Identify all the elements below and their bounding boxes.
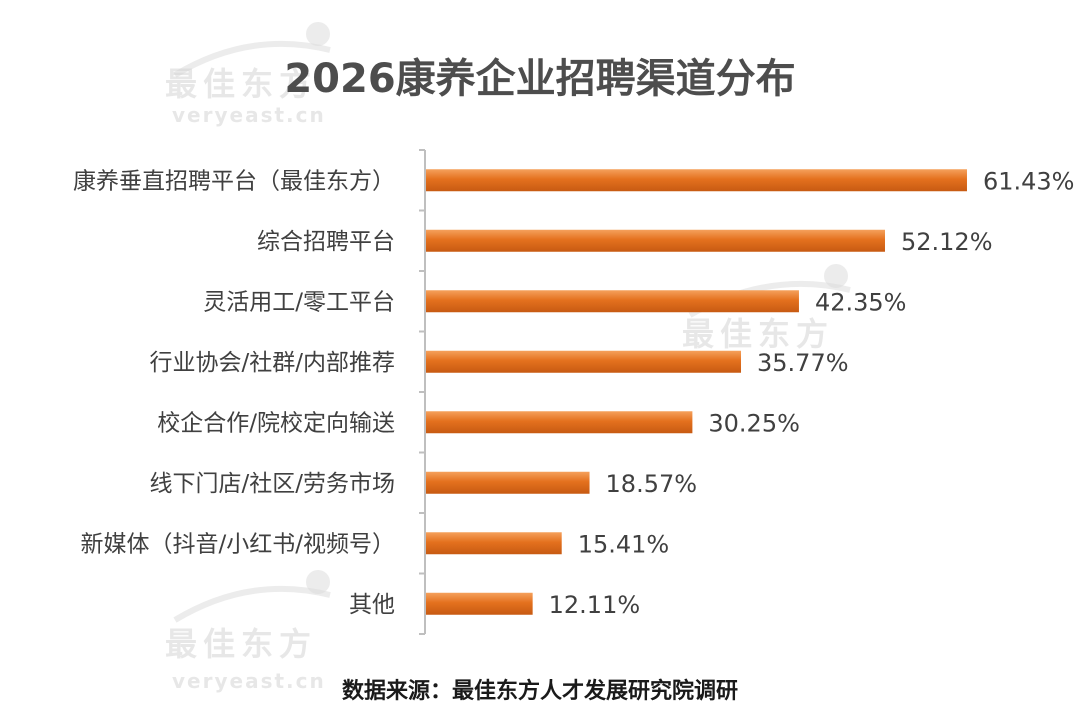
chart-title: 2026康养企业招聘渠道分布 (284, 56, 795, 102)
source-note: 数据来源：最佳东方人才发展研究院调研 (342, 678, 738, 704)
value-label: 35.77% (757, 349, 849, 377)
watermark-top: 最佳东方 veryeast.cn (165, 22, 331, 127)
value-labels: 61.43% 52.12% 42.35% 35.77% 30.25% 18.57% 15.4… (549, 167, 1075, 619)
watermark-domain: veryeast.cn (172, 103, 326, 127)
value-label: 18.57% (606, 470, 698, 498)
bar (426, 169, 967, 192)
bar (426, 229, 885, 252)
value-label: 61.43% (983, 167, 1075, 195)
category-label: 线下门店/社区/劳务市场 (150, 471, 396, 497)
bar (426, 290, 799, 313)
y-axis (419, 149, 426, 635)
value-label: 15.41% (578, 530, 670, 558)
category-label: 灵活用工/零工平台 (203, 289, 395, 315)
category-label: 综合招聘平台 (257, 229, 395, 255)
watermark-bottom: 最佳东方 veryeast.cn (165, 570, 331, 693)
watermark-middle: 最佳东方 (682, 264, 851, 353)
bar (426, 592, 533, 615)
watermark-brand: 最佳东方 (165, 65, 317, 103)
category-label: 新媒体（抖音/小红书/视频号） (81, 531, 396, 557)
value-label: 42.35% (815, 288, 907, 316)
watermark-brand: 最佳东方 (165, 625, 317, 663)
watermark-brand: 最佳东方 (682, 315, 834, 353)
value-label: 52.12% (901, 228, 993, 256)
watermark-domain: veryeast.cn (172, 669, 326, 693)
category-label: 康养垂直招聘平台（最佳东方） (73, 168, 395, 194)
bars (426, 169, 967, 615)
bar (426, 532, 562, 555)
bar (426, 411, 693, 434)
bar (426, 471, 590, 494)
category-label: 行业协会/社群/内部推荐 (150, 350, 396, 376)
value-label: 12.11% (549, 591, 641, 619)
category-label: 校企合作/院校定向输送 (157, 410, 395, 436)
category-labels: 康养垂直招聘平台（最佳东方） 综合招聘平台灵活用工/零工平台行业协会/社群/内部推… (73, 168, 395, 618)
value-label: 30.25% (708, 409, 800, 437)
category-label: 其他 (349, 592, 395, 618)
bar (426, 350, 742, 373)
